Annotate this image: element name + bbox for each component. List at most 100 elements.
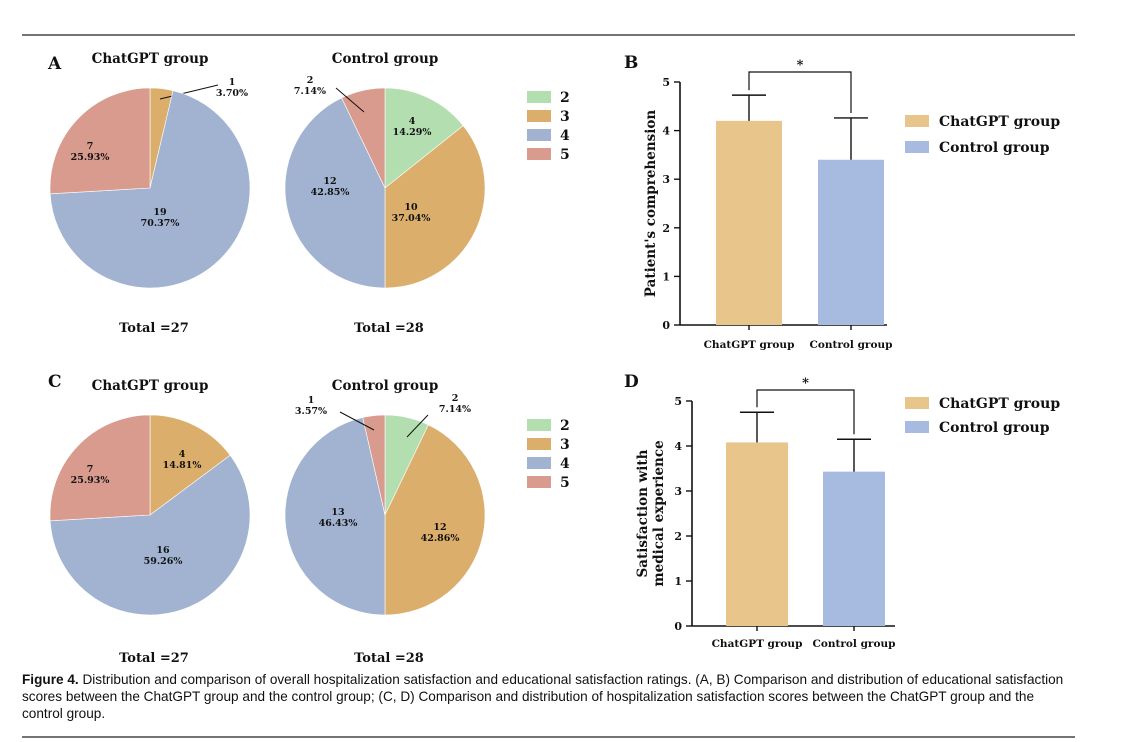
panel-letter-A: A bbox=[47, 54, 62, 74]
pie-slice-4 bbox=[284, 97, 386, 289]
legend-swatch-4 bbox=[527, 129, 551, 141]
pie-title: Control group bbox=[332, 51, 439, 67]
legend-label-5: 5 bbox=[560, 147, 570, 163]
bar-chart-D: 0 1 2 3 4 5 ChatGPT group Control group * Satisfa… bbox=[635, 376, 1060, 650]
slice-percent-label: 42.85% bbox=[311, 187, 350, 198]
legend-label-2: 2 bbox=[560, 90, 570, 106]
bar-legend-swatch bbox=[905, 397, 929, 409]
pie-title: ChatGPT group bbox=[92, 51, 209, 67]
legend-swatch-2 bbox=[527, 419, 551, 431]
legend-swatch-5 bbox=[527, 476, 551, 488]
pie-title: Control group bbox=[332, 378, 439, 394]
bar-control bbox=[823, 471, 885, 626]
legend-swatch-3 bbox=[527, 438, 551, 450]
slice-percent-label: 59.26% bbox=[144, 556, 183, 567]
pie-legend-C: 2 3 4 5 bbox=[527, 418, 570, 491]
y-tick-label: 0 bbox=[674, 620, 682, 633]
pie-slice-3 bbox=[149, 414, 231, 516]
slice-count-label: 1 bbox=[308, 395, 315, 406]
y-tick-label: 5 bbox=[662, 76, 670, 89]
pie-slice-5 bbox=[362, 414, 386, 516]
pie-total-label: Total =28 bbox=[354, 651, 424, 666]
pie-total-label: Total =28 bbox=[354, 321, 424, 336]
panel-letter-B: B bbox=[624, 53, 638, 73]
slice-percent-label: 3.70% bbox=[216, 88, 248, 99]
significance-bracket bbox=[748, 71, 852, 113]
y-tick-label: 1 bbox=[662, 270, 670, 283]
bar-chatgpt bbox=[716, 120, 782, 325]
legend-label-2: 2 bbox=[560, 418, 570, 434]
y-tick-label: 2 bbox=[662, 222, 670, 235]
panel-letter-C: C bbox=[48, 372, 62, 392]
bar-legend-swatch bbox=[905, 141, 929, 153]
y-axis-title-line: Satisfaction with bbox=[635, 449, 651, 577]
y-tick-label: 5 bbox=[674, 395, 682, 408]
slice-count-label: 2 bbox=[452, 393, 459, 404]
pie-legend-A: 2 3 4 5 bbox=[527, 90, 570, 163]
y-tick-label: 2 bbox=[674, 530, 682, 543]
leader-line bbox=[406, 414, 429, 438]
slice-percent-label: 37.04% bbox=[392, 213, 431, 224]
y-tick-label: 4 bbox=[662, 125, 670, 138]
bar-chatgpt bbox=[726, 442, 788, 626]
leader-line bbox=[159, 84, 219, 100]
slice-count-label: 12 bbox=[323, 176, 336, 187]
slice-percent-label: 7.14% bbox=[439, 404, 471, 415]
pie-slice-5 bbox=[341, 87, 386, 189]
figure-caption: Figure 4. Distribution and comparison of… bbox=[22, 671, 1077, 722]
slice-count-label: 10 bbox=[404, 202, 418, 213]
pie-slice-3 bbox=[384, 125, 486, 289]
slice-percent-label: 25.93% bbox=[71, 475, 110, 486]
slice-percent-label: 42.86% bbox=[421, 533, 460, 544]
x-category-label: ChatGPT group bbox=[704, 339, 795, 351]
leader-line bbox=[335, 87, 365, 113]
slice-percent-label: 7.14% bbox=[294, 86, 326, 97]
pie-slice-3 bbox=[384, 424, 486, 616]
slice-count-label: 1 bbox=[229, 77, 236, 88]
slice-count-label: 16 bbox=[156, 545, 170, 556]
slice-count-label: 19 bbox=[153, 207, 167, 218]
slice-percent-label: 14.81% bbox=[163, 460, 202, 471]
bar-control bbox=[818, 159, 884, 325]
y-tick-label: 3 bbox=[674, 485, 682, 498]
slice-count-label: 7 bbox=[87, 141, 94, 152]
legend-swatch-3 bbox=[527, 110, 551, 122]
significance-star: * bbox=[797, 58, 804, 73]
bar-legend-swatch bbox=[905, 115, 929, 127]
slice-count-label: 4 bbox=[409, 116, 416, 127]
pie-total-label: Total =27 bbox=[119, 321, 189, 336]
pie-slice-4 bbox=[49, 90, 251, 289]
slice-count-label: 13 bbox=[331, 507, 344, 518]
pie-slice-4 bbox=[284, 417, 386, 616]
x-category-label: ChatGPT group bbox=[712, 638, 803, 650]
bar-legend-label: Control group bbox=[939, 420, 1050, 436]
pie-title: ChatGPT group bbox=[92, 378, 209, 394]
y-axis-title-line: Patient's comprehension bbox=[643, 110, 659, 298]
slice-percent-label: 70.37% bbox=[141, 218, 180, 229]
slice-count-label: 2 bbox=[307, 75, 314, 86]
legend-label-5: 5 bbox=[560, 475, 570, 491]
y-tick-label: 3 bbox=[662, 173, 670, 186]
y-axis-title-line: medical experience bbox=[651, 440, 667, 586]
significance-star: * bbox=[802, 376, 809, 391]
y-axis-title: Satisfaction withmedical experience bbox=[635, 440, 667, 586]
y-tick-label: 1 bbox=[674, 575, 682, 588]
bar-legend-label: ChatGPT group bbox=[939, 114, 1060, 130]
bar-chart-B: 0 1 2 3 4 5 ChatGPT group Control group * Patient… bbox=[643, 58, 1060, 351]
y-tick-label: 4 bbox=[674, 440, 682, 453]
legend-swatch-5 bbox=[527, 148, 551, 160]
bar-legend-label: Control group bbox=[939, 140, 1050, 156]
x-category-label: Control group bbox=[813, 638, 896, 650]
bar-legend-swatch bbox=[905, 421, 929, 433]
slice-count-label: 12 bbox=[433, 522, 446, 533]
slice-count-label: 4 bbox=[179, 449, 186, 460]
pie-slice-5 bbox=[49, 414, 151, 522]
caption-label: Figure 4. bbox=[22, 672, 79, 687]
slice-percent-label: 14.29% bbox=[393, 127, 432, 138]
pie-slice-5 bbox=[49, 87, 151, 195]
pie-total-label: Total =27 bbox=[119, 651, 189, 666]
